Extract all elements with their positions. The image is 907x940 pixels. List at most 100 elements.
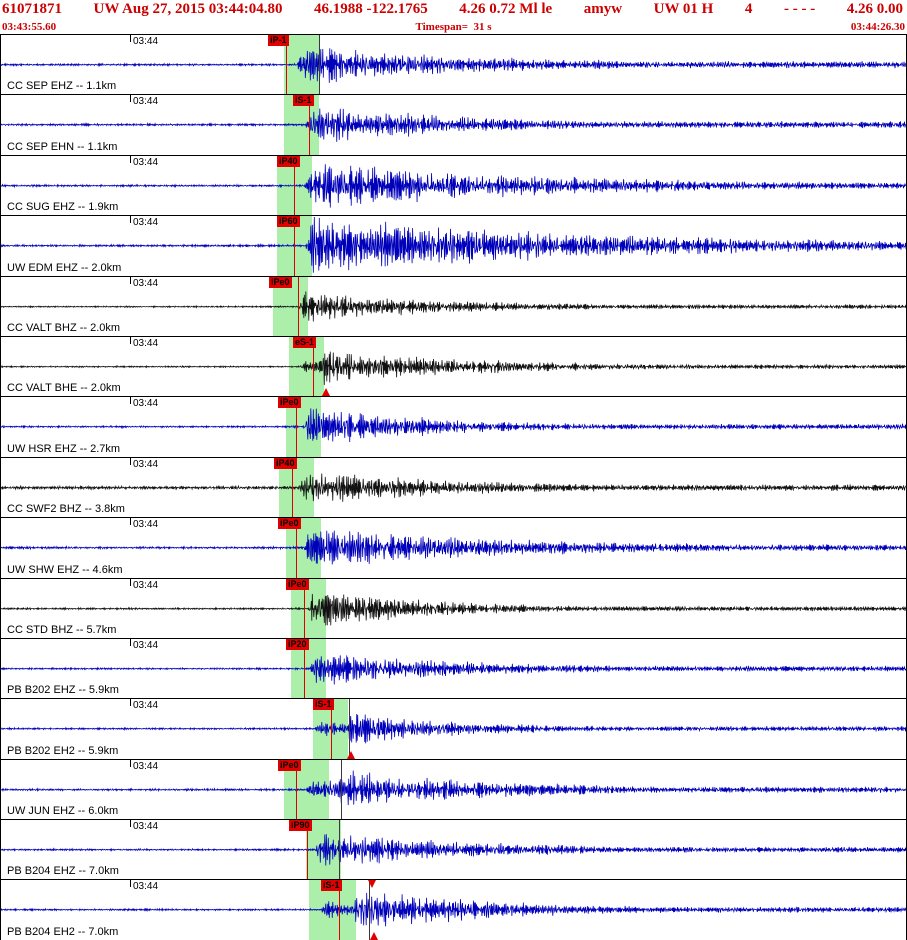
- minute-tick: [130, 216, 131, 224]
- waveform[interactable]: [1, 579, 906, 638]
- waveform[interactable]: [1, 639, 906, 698]
- pick-flag[interactable]: iP60: [277, 216, 300, 228]
- s-marker-top-triangle[interactable]: [368, 880, 376, 889]
- minute-label: 03:44: [133, 96, 159, 108]
- waveform[interactable]: [1, 760, 906, 819]
- trace-row[interactable]: iS-1 03:44 PB B204 EH2 -- 7.0km: [0, 880, 907, 940]
- pick-flag[interactable]: iPe0: [278, 759, 301, 771]
- station-label: CC STD BHZ -- 5.7km: [7, 623, 117, 636]
- pick-line[interactable]: [296, 759, 297, 820]
- coda-magnitude: 4.26 0.00: [846, 1, 903, 17]
- pick-flag[interactable]: iP40: [277, 155, 300, 167]
- pick-flag[interactable]: iP90: [289, 820, 312, 832]
- pick-line[interactable]: [304, 638, 305, 699]
- minute-tick: [130, 397, 131, 405]
- waveform[interactable]: [1, 458, 906, 517]
- trace-row[interactable]: iPe0 03:44 UW SHW EHZ -- 4.6km: [0, 518, 907, 579]
- station-label: CC VALT BHE -- 2.0km: [7, 382, 121, 395]
- pick-flag[interactable]: iS-1: [321, 880, 342, 892]
- network-info: UW 01 H: [653, 1, 714, 17]
- trace-row[interactable]: eS-1 03:44 CC VALT BHE -- 2.0km: [0, 336, 907, 398]
- minute-label: 03:44: [133, 579, 159, 591]
- trace-row[interactable]: iS-1 03:44 CC SEP EHN -- 1.1km: [0, 95, 907, 156]
- pick-line[interactable]: [294, 155, 295, 216]
- arrival-vline: [349, 699, 350, 759]
- pick-line[interactable]: [307, 820, 308, 880]
- pick-flag[interactable]: iS-1: [313, 699, 334, 711]
- minute-tick: [130, 820, 131, 828]
- minute-label: 03:44: [133, 458, 159, 470]
- trace-row[interactable]: iPe0 03:44 CC VALT BHZ -- 2.0km: [0, 276, 907, 337]
- pick-line[interactable]: [292, 457, 293, 518]
- pick-flag[interactable]: iPe0: [286, 578, 309, 590]
- pick-line[interactable]: [294, 216, 295, 276]
- status-flags: - - - -: [783, 1, 816, 17]
- s-marker-bottom-triangle[interactable]: [370, 931, 378, 940]
- trace-row[interactable]: iPe0 03:44 UW JUN EHZ -- 6.0km: [0, 759, 907, 821]
- pick-flag[interactable]: iP-1: [268, 35, 289, 46]
- station-label: PB B204 EH2 -- 7.0km: [7, 925, 119, 938]
- station-label: CC SUG EHZ -- 1.9km: [7, 201, 119, 214]
- minute-tick: [130, 336, 131, 344]
- pick-flag[interactable]: iPe0: [278, 518, 301, 530]
- trace-row[interactable]: iP20 03:44 PB B202 EHZ -- 5.9km: [0, 638, 907, 700]
- minute-label: 03:44: [133, 760, 159, 772]
- trace-row[interactable]: iP40 03:44 CC SUG EHZ -- 1.9km: [0, 155, 907, 217]
- trace-row[interactable]: iP60 03:44 UW EDM EHZ -- 2.0km: [0, 216, 907, 277]
- trace-row[interactable]: iP90 03:44 PB B204 EHZ -- 7.0km: [0, 820, 907, 881]
- arrival-vline: [339, 820, 340, 880]
- trace-row[interactable]: iS-1 03:44 PB B202 EH2 -- 5.9km: [0, 699, 907, 760]
- pick-flag[interactable]: iP40: [274, 457, 297, 469]
- origin-time: UW Aug 27, 2015 03:44:04.80: [93, 1, 283, 17]
- station-label: UW HSR EHZ -- 2.7km: [7, 442, 121, 455]
- pick-flag[interactable]: iS-1: [293, 95, 314, 107]
- minute-label: 03:44: [133, 700, 159, 712]
- trace-row[interactable]: iPe0 03:44 UW HSR EHZ -- 2.7km: [0, 397, 907, 458]
- waveform[interactable]: [1, 277, 906, 336]
- minute-tick: [130, 880, 131, 888]
- event-id: 61071871: [2, 1, 62, 17]
- pick-flag[interactable]: iPe0: [278, 397, 301, 409]
- station-label: CC SEP EHZ -- 1.1km: [7, 80, 117, 93]
- window-start-time: 03:43:55.60: [2, 21, 57, 33]
- pick-flag[interactable]: eS-1: [293, 336, 317, 348]
- waveform-panel: iP-1 03:44 CC SEP EHZ -- 1.1km iS-1 03:4…: [0, 34, 907, 940]
- waveform[interactable]: [1, 880, 906, 939]
- pick-count: 4: [744, 1, 753, 17]
- s-marker-bottom-triangle[interactable]: [347, 750, 355, 759]
- waveform[interactable]: [1, 699, 906, 758]
- pick-flag[interactable]: iPe0: [269, 276, 292, 288]
- waveform[interactable]: [1, 518, 906, 577]
- minute-label: 03:44: [133, 881, 159, 893]
- trace-row[interactable]: iP-1 03:44 CC SEP EHZ -- 1.1km: [0, 35, 907, 96]
- pick-line[interactable]: [298, 276, 299, 336]
- pick-line[interactable]: [339, 880, 340, 940]
- waveform[interactable]: [1, 95, 906, 154]
- trace-row[interactable]: iP40 03:44 CC SWF2 BHZ -- 3.8km: [0, 457, 907, 519]
- pick-line[interactable]: [309, 95, 310, 155]
- waveform[interactable]: [1, 397, 906, 456]
- s-marker-bottom-triangle[interactable]: [322, 388, 330, 397]
- pick-line[interactable]: [304, 578, 305, 638]
- minute-tick: [130, 759, 131, 767]
- pick-line[interactable]: [286, 35, 287, 95]
- magnitude-info: 4.26 0.72 Ml le: [459, 1, 553, 17]
- waveform[interactable]: [1, 820, 906, 879]
- pick-line[interactable]: [331, 699, 332, 759]
- minute-label: 03:44: [133, 337, 159, 349]
- station-label: PB B202 EHZ -- 5.9km: [7, 684, 119, 697]
- waveform[interactable]: [1, 156, 906, 215]
- pick-line[interactable]: [296, 397, 297, 457]
- pick-flag[interactable]: iP20: [286, 638, 309, 650]
- minute-tick: [130, 518, 131, 526]
- minute-tick: [130, 35, 131, 42]
- station-label: UW EDM EHZ -- 2.0km: [7, 261, 122, 274]
- waveform[interactable]: [1, 35, 906, 94]
- time-window-bar: 03:43:55.60 Timespan= 31 s 03:44:26.30: [0, 21, 907, 34]
- waveform[interactable]: [1, 337, 906, 396]
- trace-row[interactable]: iPe0 03:44 CC STD BHZ -- 5.7km: [0, 578, 907, 639]
- pick-line[interactable]: [313, 336, 314, 397]
- waveform[interactable]: [1, 216, 906, 275]
- arrival-vline: [319, 35, 320, 95]
- pick-line[interactable]: [296, 518, 297, 578]
